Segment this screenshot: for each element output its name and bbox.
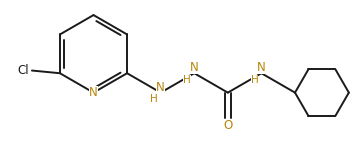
Text: O: O: [223, 119, 232, 132]
Text: N: N: [190, 61, 199, 74]
Text: H: H: [250, 75, 258, 85]
Text: N: N: [156, 81, 165, 94]
Text: H: H: [150, 94, 158, 104]
Text: H: H: [183, 75, 191, 85]
Text: Cl: Cl: [17, 64, 29, 77]
Text: N: N: [257, 61, 266, 74]
Text: N: N: [89, 86, 98, 99]
